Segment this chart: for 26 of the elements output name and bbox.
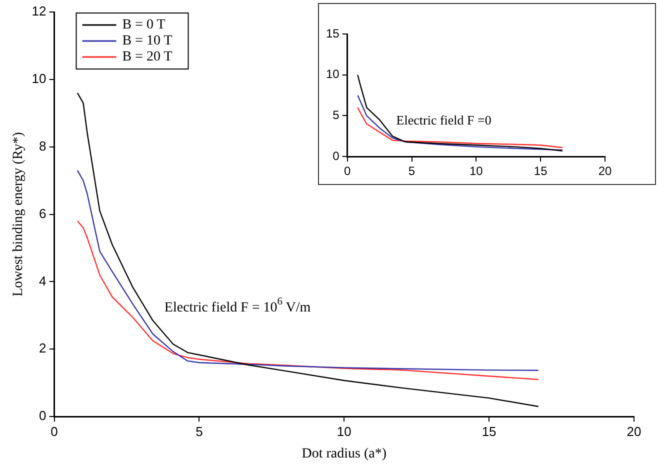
x-tick-label: 20 [598, 164, 612, 178]
y-tick-label: 6 [39, 206, 46, 221]
y-tick-label: 12 [32, 4, 46, 19]
y-tick-label: 2 [39, 340, 46, 356]
legend-label: B = 0 T [122, 18, 166, 33]
x-tick-label: 0 [344, 164, 352, 178]
y-tick-label: 10 [32, 71, 46, 86]
x-tick-label: 10 [469, 164, 484, 178]
annotation: Electric field F =0 [396, 112, 492, 128]
legend-label: B = 10 T [122, 34, 173, 49]
x-tick-label: 20 [626, 424, 642, 439]
legend-label: B = 20 T [122, 50, 173, 65]
x-tick-label: 15 [482, 424, 496, 439]
x-tick-label: 0 [50, 424, 58, 439]
y-tick-label: 5 [332, 108, 340, 122]
y-tick-label: 4 [39, 273, 46, 288]
x-tick-label: 5 [408, 164, 416, 178]
y-tick-label: 0 [39, 408, 46, 424]
x-axis-title: Dot radius (a*) [302, 446, 387, 462]
x-tick-label: 5 [196, 424, 203, 439]
x-tick-label: 15 [534, 164, 548, 178]
y-axis-title: Lowest binding energy (Ry*) [11, 132, 26, 297]
y-tick-label: 15 [326, 26, 340, 40]
y-tick-label: 8 [39, 138, 46, 154]
y-tick-label: 0 [332, 148, 340, 163]
y-tick-label: 10 [326, 67, 340, 82]
